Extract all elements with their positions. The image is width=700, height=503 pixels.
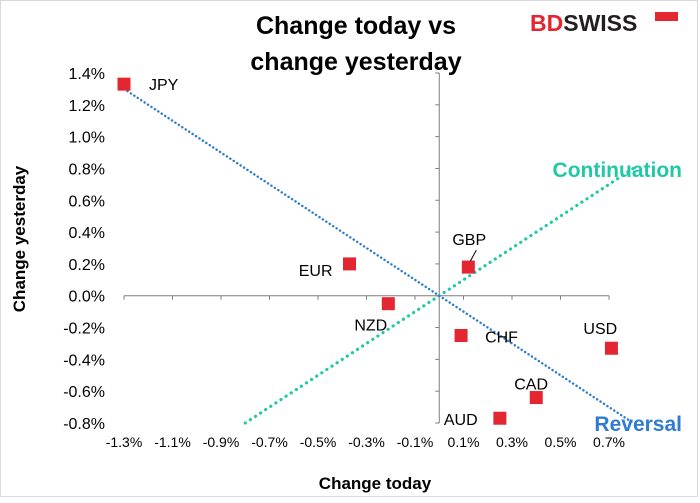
- x-tick-label: -1.1%: [154, 434, 191, 450]
- point-label-cad: CAD: [514, 377, 548, 394]
- point-usd: [604, 341, 618, 355]
- point-label-nzd: NZD: [354, 318, 387, 335]
- reference-lines: [122, 87, 635, 425]
- x-tick-label: -0.3%: [348, 434, 385, 450]
- x-axis-ticks: -1.3% -1.1% -0.9% -0.7% -0.5% -0.3% -0.1% 0.1% 0…: [106, 295, 625, 450]
- point-label-chf: CHF: [485, 330, 518, 347]
- point-chf: [454, 329, 468, 342]
- point-label-aud: AUD: [444, 412, 478, 429]
- x-tick-label: 0.3%: [496, 434, 528, 450]
- point-eur: [343, 257, 357, 271]
- point-jpy: [117, 77, 131, 91]
- logo-text-swiss: SWISS: [563, 10, 637, 36]
- point-label-gbp: GBP: [452, 232, 486, 249]
- point-aud: [493, 411, 507, 425]
- x-tick-label: 0.1%: [448, 434, 480, 450]
- point-label-jpy: JPY: [149, 77, 179, 94]
- y-axis-ticks: 1.4% 1.2% 1.0% 0.8% 0.6% 0.4% 0.2% 0.0% -0.2% -0.…: [63, 66, 440, 433]
- y-tick-label: 0.4%: [69, 225, 105, 242]
- x-tick-label: -0.9%: [203, 434, 240, 450]
- point-gbp: [461, 260, 475, 274]
- continuation-label: Continuation: [553, 159, 682, 182]
- reversal-line: [122, 87, 635, 425]
- y-tick-label: 0.6%: [69, 193, 105, 210]
- logo-flag-icon: [655, 12, 678, 21]
- data-points: JPY EUR NZD GBP CHF USD CAD AUD: [117, 77, 618, 429]
- x-tick-label: 0.5%: [545, 434, 577, 450]
- chart-title-line-2: change yesterday: [250, 48, 461, 76]
- x-axis-title: Change today: [319, 474, 432, 493]
- y-tick-label: 0.0%: [69, 289, 105, 306]
- logo-text-bd: BD: [530, 10, 563, 36]
- x-tick-label: -0.7%: [251, 434, 288, 450]
- x-tick-label: -0.1%: [397, 434, 434, 450]
- y-tick-label: -0.4%: [63, 352, 105, 369]
- svg-text:BDSWISS: BDSWISS: [530, 10, 637, 36]
- y-tick-label: -0.8%: [63, 416, 105, 433]
- point-cad: [529, 391, 543, 405]
- y-tick-label: 0.2%: [69, 257, 105, 274]
- bdswiss-logo: BDSWISS: [530, 10, 678, 36]
- y-tick-label: -0.2%: [63, 321, 105, 338]
- point-nzd: [381, 297, 395, 311]
- reversal-label: Reversal: [594, 413, 682, 436]
- y-tick-label: -0.6%: [63, 384, 105, 401]
- x-tick-label: 0.7%: [593, 434, 625, 450]
- point-label-eur: EUR: [299, 263, 333, 280]
- x-tick-label: -0.5%: [300, 434, 337, 450]
- y-tick-label: 1.4%: [69, 66, 105, 83]
- y-tick-label: 0.8%: [69, 161, 105, 178]
- x-tick-label: -1.3%: [106, 434, 143, 450]
- point-label-usd: USD: [583, 321, 617, 338]
- chart-title-line-1: Change today vs: [256, 12, 456, 40]
- y-tick-label: 1.0%: [69, 130, 105, 147]
- gbp-leader-line: [469, 249, 477, 262]
- y-tick-label: 1.2%: [69, 98, 105, 115]
- y-axis-title: Change yesterday: [10, 165, 29, 312]
